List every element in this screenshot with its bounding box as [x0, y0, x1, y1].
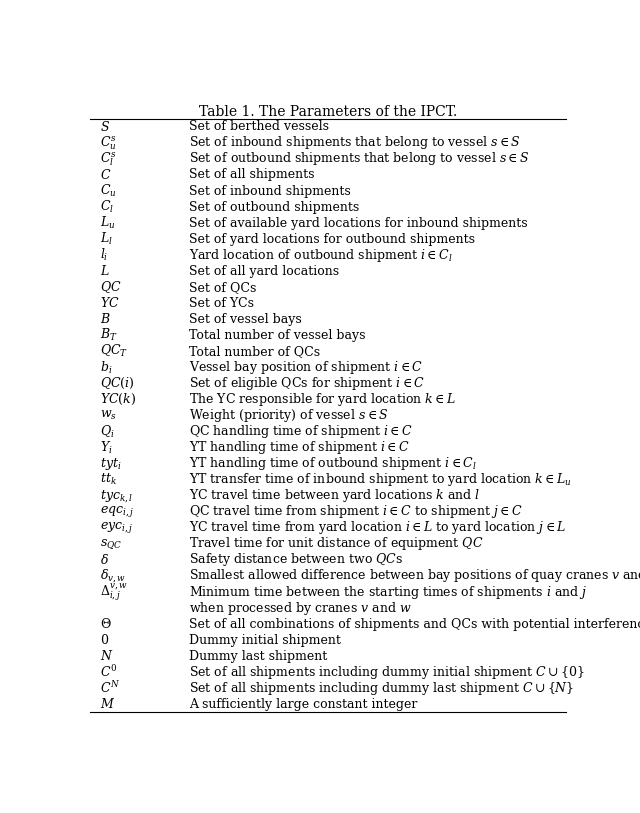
- Text: $b_i$: $b_i$: [100, 359, 112, 376]
- Text: Set of all shipments: Set of all shipments: [189, 168, 315, 181]
- Text: $C^0$: $C^0$: [100, 664, 118, 680]
- Text: $YC$: $YC$: [100, 296, 120, 311]
- Text: Set of inbound shipments that belong to vessel $s \in S$: Set of inbound shipments that belong to …: [189, 134, 521, 151]
- Text: Table 1. The Parameters of the IPCT.: Table 1. The Parameters of the IPCT.: [199, 105, 457, 119]
- Text: Set of all shipments including dummy last shipment $C \cup \{N\}$: Set of all shipments including dummy las…: [189, 680, 575, 697]
- Text: $C$: $C$: [100, 168, 111, 182]
- Text: YC travel time between yard locations $k$ and $l$: YC travel time between yard locations $k…: [189, 487, 480, 504]
- Text: Vessel bay position of shipment $i \in C$: Vessel bay position of shipment $i \in C…: [189, 359, 423, 376]
- Text: Total number of vessel bays: Total number of vessel bays: [189, 329, 365, 342]
- Text: QC travel time from shipment $i \in C$ to shipment $j \in C$: QC travel time from shipment $i \in C$ t…: [189, 503, 523, 520]
- Text: $tyt_i$: $tyt_i$: [100, 456, 122, 472]
- Text: Safety distance between two $QC$s: Safety distance between two $QC$s: [189, 551, 403, 568]
- Text: $l_i$: $l_i$: [100, 247, 108, 263]
- Text: Set of outbound shipments that belong to vessel $s \in S$: Set of outbound shipments that belong to…: [189, 150, 530, 167]
- Text: $C_l^s$: $C_l^s$: [100, 150, 116, 167]
- Text: $C_l$: $C_l$: [100, 199, 114, 215]
- Text: $M$: $M$: [100, 698, 115, 711]
- Text: $eqc_{i,j}$: $eqc_{i,j}$: [100, 504, 134, 520]
- Text: Weight (priority) of vessel $s \in S$: Weight (priority) of vessel $s \in S$: [189, 407, 389, 424]
- Text: $Y_i$: $Y_i$: [100, 440, 113, 456]
- Text: Set of vessel bays: Set of vessel bays: [189, 313, 302, 326]
- Text: Total number of QCs: Total number of QCs: [189, 345, 320, 358]
- Text: Dummy initial shipment: Dummy initial shipment: [189, 633, 341, 646]
- Text: $B_T$: $B_T$: [100, 328, 118, 343]
- Text: Set of all shipments including dummy initial shipment $C \cup \{0\}$: Set of all shipments including dummy ini…: [189, 663, 585, 680]
- Text: $tyc_{k,l}$: $tyc_{k,l}$: [100, 488, 133, 503]
- Text: $w_s$: $w_s$: [100, 409, 116, 422]
- Text: YT handling time of outbound shipment $i \in C_l$: YT handling time of outbound shipment $i…: [189, 455, 477, 472]
- Text: $tt_k$: $tt_k$: [100, 472, 116, 487]
- Text: Set of yard locations for outbound shipments: Set of yard locations for outbound shipm…: [189, 233, 475, 246]
- Text: YT handling time of shipment $i \in C$: YT handling time of shipment $i \in C$: [189, 439, 410, 456]
- Text: Set of all combinations of shipments and QCs with potential interferences: Set of all combinations of shipments and…: [189, 618, 640, 631]
- Text: QC handling time of shipment $i \in C$: QC handling time of shipment $i \in C$: [189, 423, 413, 440]
- Text: $0$: $0$: [100, 633, 109, 647]
- Text: $L$: $L$: [100, 264, 109, 278]
- Text: $\delta$: $\delta$: [100, 553, 109, 567]
- Text: $\Theta$: $\Theta$: [100, 617, 111, 631]
- Text: $C_u$: $C_u$: [100, 183, 116, 199]
- Text: $C^N$: $C^N$: [100, 680, 120, 696]
- Text: Minimum time between the starting times of shipments $i$ and $j$: Minimum time between the starting times …: [189, 584, 588, 601]
- Text: A sufficiently large constant integer: A sufficiently large constant integer: [189, 698, 417, 711]
- Text: $YC(k)$: $YC(k)$: [100, 392, 136, 407]
- Text: $\delta_{v,w}$: $\delta_{v,w}$: [100, 567, 126, 585]
- Text: $C_u^s$: $C_u^s$: [100, 134, 116, 152]
- Text: Set of QCs: Set of QCs: [189, 280, 257, 293]
- Text: Set of all yard locations: Set of all yard locations: [189, 265, 339, 278]
- Text: YC travel time from yard location $i \in L$ to yard location $j \in L$: YC travel time from yard location $i \in…: [189, 520, 566, 537]
- Text: Dummy last shipment: Dummy last shipment: [189, 650, 328, 663]
- Text: $QC(i)$: $QC(i)$: [100, 376, 134, 391]
- Text: Set of outbound shipments: Set of outbound shipments: [189, 201, 360, 214]
- Text: $QC$: $QC$: [100, 280, 122, 295]
- Text: $L_u$: $L_u$: [100, 215, 115, 231]
- Text: $L_l$: $L_l$: [100, 231, 113, 247]
- Text: Set of available yard locations for inbound shipments: Set of available yard locations for inbo…: [189, 216, 528, 229]
- Text: Set of inbound shipments: Set of inbound shipments: [189, 185, 351, 198]
- Text: $s_{QC}$: $s_{QC}$: [100, 537, 122, 550]
- Text: Smallest allowed difference between bay positions of quay cranes $v$ and $w$: Smallest allowed difference between bay …: [189, 567, 640, 585]
- Text: $B$: $B$: [100, 312, 111, 326]
- Text: $S$: $S$: [100, 120, 110, 134]
- Text: $N$: $N$: [100, 649, 113, 663]
- Text: $eyc_{i,j}$: $eyc_{i,j}$: [100, 520, 133, 535]
- Text: when processed by cranes $v$ and $w$: when processed by cranes $v$ and $w$: [189, 599, 412, 616]
- Text: Set of berthed vessels: Set of berthed vessels: [189, 120, 329, 133]
- Text: The YC responsible for yard location $k \in L$: The YC responsible for yard location $k …: [189, 391, 456, 408]
- Text: Set of eligible QCs for shipment $i \in C$: Set of eligible QCs for shipment $i \in …: [189, 375, 426, 392]
- Text: Set of YCs: Set of YCs: [189, 297, 254, 310]
- Text: $Q_i$: $Q_i$: [100, 424, 115, 440]
- Text: YT transfer time of inbound shipment to yard location $k \in L_u$: YT transfer time of inbound shipment to …: [189, 472, 572, 489]
- Text: Yard location of outbound shipment $i \in C_l$: Yard location of outbound shipment $i \i…: [189, 246, 452, 263]
- Text: $\Delta_{i,j}^{v,w}$: $\Delta_{i,j}^{v,w}$: [100, 581, 128, 602]
- Text: $QC_T$: $QC_T$: [100, 343, 128, 359]
- Text: Travel time for unit distance of equipment $QC$: Travel time for unit distance of equipme…: [189, 536, 483, 552]
